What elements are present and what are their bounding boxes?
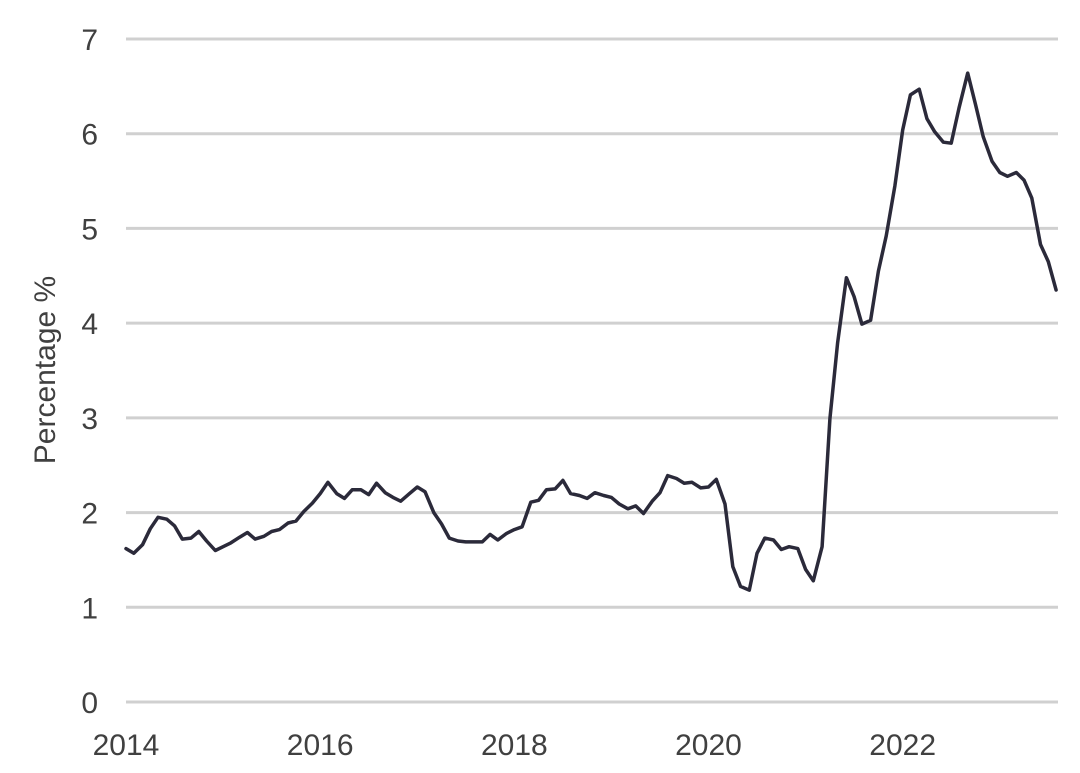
- y-tick-label: 4: [81, 308, 98, 341]
- y-axis-tick-labels: 0 1 2 3 4 5 6 7: [81, 24, 98, 720]
- y-tick-label: 7: [81, 24, 98, 57]
- x-tick-label: 2018: [481, 729, 548, 762]
- x-tick-label: 2022: [869, 729, 936, 762]
- y-tick-label: 5: [81, 213, 98, 246]
- gridlines: [126, 37, 1058, 704]
- x-tick-label: 2020: [675, 729, 742, 762]
- x-tick-label: 2016: [287, 729, 354, 762]
- x-axis-tick-labels: 2014 2016 2018 2020 2022: [93, 729, 936, 762]
- y-axis-title: Percentage %: [29, 276, 62, 464]
- y-tick-label: 3: [81, 403, 98, 436]
- y-tick-label: 0: [81, 687, 98, 720]
- y-tick-label: 6: [81, 119, 98, 152]
- x-tick-label: 2014: [93, 729, 160, 762]
- series-group: [124, 71, 1058, 592]
- y-tick-label: 1: [81, 592, 98, 625]
- y-tick-label: 2: [81, 498, 98, 531]
- series-line-0: [124, 71, 1058, 592]
